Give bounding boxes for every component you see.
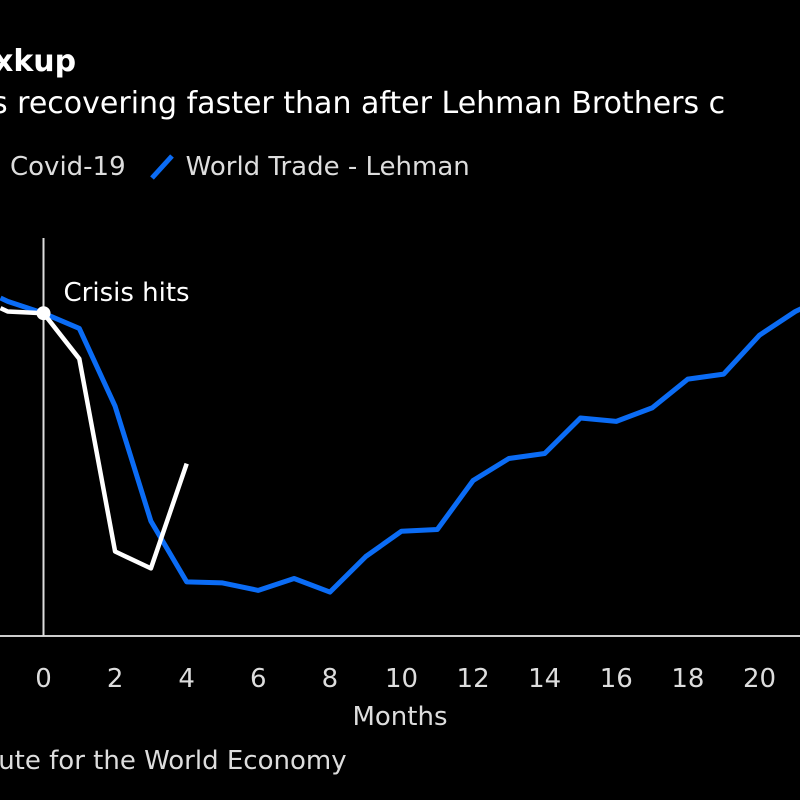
x-tick-label: 10 (385, 664, 418, 694)
source-note: tute for the World Economy (0, 746, 347, 776)
chart-subtitle: s recovering faster than after Lehman Br… (0, 86, 726, 121)
legend-item-covid: Covid-19 (10, 150, 126, 184)
x-tick-label: 16 (600, 664, 633, 694)
legend-label-covid: Covid-19 (10, 152, 126, 182)
series-line-lehman (0, 295, 800, 595)
x-tick-label: 0 (35, 664, 52, 694)
legend-label-lehman: World Trade - Lehman (185, 152, 470, 182)
x-tick-label: 2 (107, 664, 124, 694)
legend: Covid-19 World Trade - Lehman (10, 150, 492, 184)
crisis-annotation: Crisis hits (64, 278, 190, 308)
legend-swatch-lehman (149, 154, 174, 180)
x-tick-label: 6 (250, 664, 267, 694)
crisis-marker (36, 306, 51, 321)
chart-title: xkup (0, 44, 77, 79)
x-tick-label: 12 (457, 664, 490, 694)
x-tick-label: 18 (671, 664, 704, 694)
x-axis-title: Months (352, 702, 447, 732)
x-tick-label: 14 (528, 664, 561, 694)
x-tick-label: 8 (322, 664, 339, 694)
legend-item-lehman: World Trade - Lehman (148, 150, 470, 184)
series-line-covid (0, 306, 189, 571)
x-tick-label: 20 (743, 664, 776, 694)
x-tick-label: 4 (178, 664, 195, 694)
